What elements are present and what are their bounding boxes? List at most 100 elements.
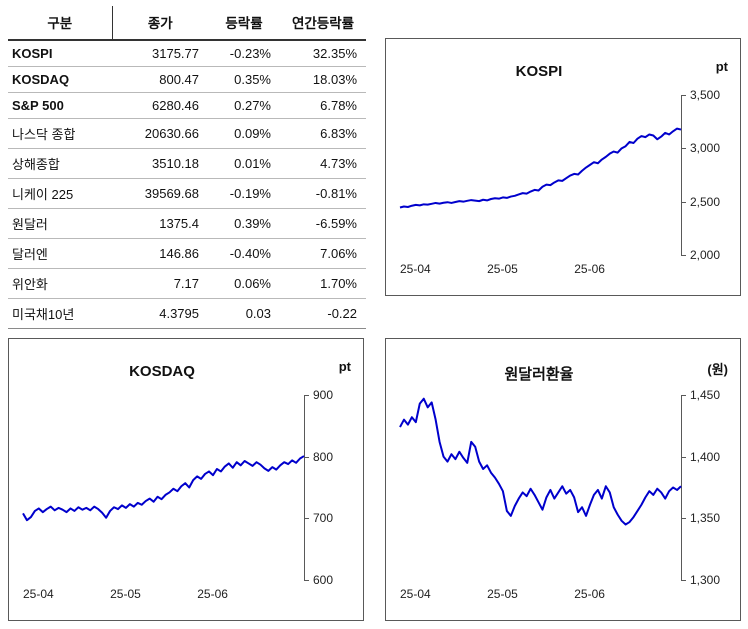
annual-change-value: 6.78%: [280, 92, 366, 119]
close-value: 146.86: [112, 238, 208, 269]
annual-change-value: 6.83%: [280, 118, 366, 149]
x-axis-label: 25-04: [400, 587, 431, 601]
close-value: 3175.77: [112, 40, 208, 67]
price-line: [23, 456, 304, 520]
y-axis-tick: [681, 395, 686, 396]
row-label: 상해종합: [8, 148, 112, 179]
table-row: KOSPI 3175.77 -0.23% 32.35%: [8, 40, 366, 67]
close-value: 3510.18: [112, 148, 208, 179]
kosdaq-line-plot: [23, 395, 304, 580]
y-axis-label: 800: [313, 449, 334, 464]
annual-change-value: -0.22: [280, 298, 366, 329]
table-row: 미국채10년 4.3795 0.03 -0.22: [8, 298, 366, 329]
row-label: KOSDAQ: [8, 66, 112, 93]
y-axis-tick: [304, 518, 309, 520]
y-axis-label: 900: [313, 388, 334, 402]
x-axis-label: 25-05: [487, 587, 518, 601]
y-axis-label: 1,350: [690, 511, 721, 526]
col-header-category: 구분: [8, 6, 113, 41]
y-axis-label: 1,300: [690, 573, 721, 587]
annual-change-value: 32.35%: [280, 40, 366, 67]
table-row: 나스닥 종합 20630.66 0.09% 6.83%: [8, 118, 366, 149]
chart-title: 원달러환율: [504, 366, 574, 383]
change-value: 0.39%: [208, 208, 280, 239]
price-line: [400, 399, 681, 525]
plot-area: 900 800 700 600 25-04 25-05 25-06: [23, 388, 333, 601]
y-axis-unit-label: pt: [715, 59, 728, 74]
x-axis-label: 25-05: [110, 587, 141, 601]
col-header-change: 등락률: [208, 6, 280, 41]
annual-change-value: -6.59%: [280, 208, 366, 239]
row-label: 미국채10년: [8, 298, 112, 329]
close-value: 1375.4: [112, 208, 208, 239]
row-label: KOSPI: [8, 40, 112, 67]
chart-title: KOSPI: [515, 63, 563, 80]
y-axis-tick: [304, 456, 309, 458]
row-label: 니케이 225: [8, 178, 112, 209]
row-label: 나스닥 종합: [8, 118, 112, 149]
annual-change-value: 1.70%: [280, 268, 366, 299]
table-row: 원달러 1375.4 0.39% -6.59%: [8, 208, 366, 239]
price-line: [400, 129, 681, 208]
y-axis-label: 600: [313, 573, 334, 587]
table-row: 상해종합 3510.18 0.01% 4.73%: [8, 148, 366, 179]
close-value: 6280.46: [112, 92, 208, 119]
x-axis-label: 25-05: [487, 262, 518, 276]
table-row: S&P 500 6280.46 0.27% 6.78%: [8, 92, 366, 119]
y-axis-label: 3,000: [690, 141, 721, 156]
y-axis-unit-label: (원): [707, 362, 728, 377]
y-axis-tick: [681, 148, 686, 150]
y-axis-tick: [681, 201, 686, 203]
close-value: 4.3795: [112, 298, 208, 329]
table-body: KOSPI 3175.77 -0.23% 32.35% KOSDAQ 800.47 0.35…: [8, 40, 366, 329]
y-axis-label: 3,500: [690, 88, 721, 102]
y-axis-tick: [681, 255, 686, 256]
row-label: 달러엔: [8, 238, 112, 269]
row-label: S&P 500: [8, 92, 112, 119]
market-summary-table: 구분 종가 등락률 연간등락률 KOSPI 3175.77 -0.23% 32.35%…: [8, 6, 366, 329]
y-axis-tick: [681, 580, 686, 581]
y-axis-label: 2,000: [690, 248, 721, 262]
col-header-annual-change: 연간등락률: [280, 6, 366, 41]
annual-change-value: 7.06%: [280, 238, 366, 269]
x-axis-label: 25-04: [400, 262, 431, 276]
change-value: 0.35%: [208, 66, 280, 93]
kospi-chart-panel: KOSPI pt 3,500 3,000 2,500 2,000 25-04 25-05 2…: [385, 38, 741, 296]
y-axis-tick: [681, 518, 686, 520]
annual-change-value: 18.03%: [280, 66, 366, 93]
x-axis-label: 25-04: [23, 587, 54, 601]
change-value: 0.01%: [208, 148, 280, 179]
close-value: 7.17: [112, 268, 208, 299]
x-axis-label: 25-06: [574, 587, 605, 601]
chart-title: KOSDAQ: [129, 363, 195, 380]
kospi-line-plot: [400, 95, 681, 255]
x-axis-label: 25-06: [197, 587, 228, 601]
plot-area: 1,450 1,400 1,350 1,300 25-04 25-05 25-06: [400, 388, 720, 601]
annual-change-value: -0.81%: [280, 178, 366, 209]
change-value: 0.06%: [208, 268, 280, 299]
plot-area: 3,500 3,000 2,500 2,000 25-04 25-05 25-06: [400, 88, 720, 276]
usdkrw-line-plot: [400, 395, 681, 580]
table-row: 위안화 7.17 0.06% 1.70%: [8, 268, 366, 299]
usdkrw-chart-panel: 원달러환율 (원) 1,450 1,400 1,350 1,300 25-04 25-05…: [385, 338, 741, 621]
close-value: 800.47: [112, 66, 208, 93]
table-row: KOSDAQ 800.47 0.35% 18.03%: [8, 66, 366, 93]
y-axis-label: 1,400: [690, 449, 721, 464]
close-value: 20630.66: [112, 118, 208, 149]
table-row: 달러엔 146.86 -0.40% 7.06%: [8, 238, 366, 269]
y-axis-label: 1,450: [690, 388, 721, 402]
y-axis-label: 700: [313, 511, 334, 526]
change-value: -0.23%: [208, 40, 280, 67]
annual-change-value: 4.73%: [280, 148, 366, 179]
x-axis-label: 25-06: [574, 262, 605, 276]
y-axis-tick: [681, 95, 686, 96]
change-value: -0.40%: [208, 238, 280, 269]
col-header-close: 종가: [112, 6, 208, 41]
row-label: 위안화: [8, 268, 112, 299]
y-axis-tick: [681, 456, 686, 458]
y-axis-tick: [304, 580, 309, 581]
table-header-row: 구분 종가 등락률 연간등락률: [8, 6, 366, 41]
y-axis-tick: [304, 395, 309, 396]
y-axis-label: 2,500: [690, 194, 721, 209]
change-value: 0.27%: [208, 92, 280, 119]
